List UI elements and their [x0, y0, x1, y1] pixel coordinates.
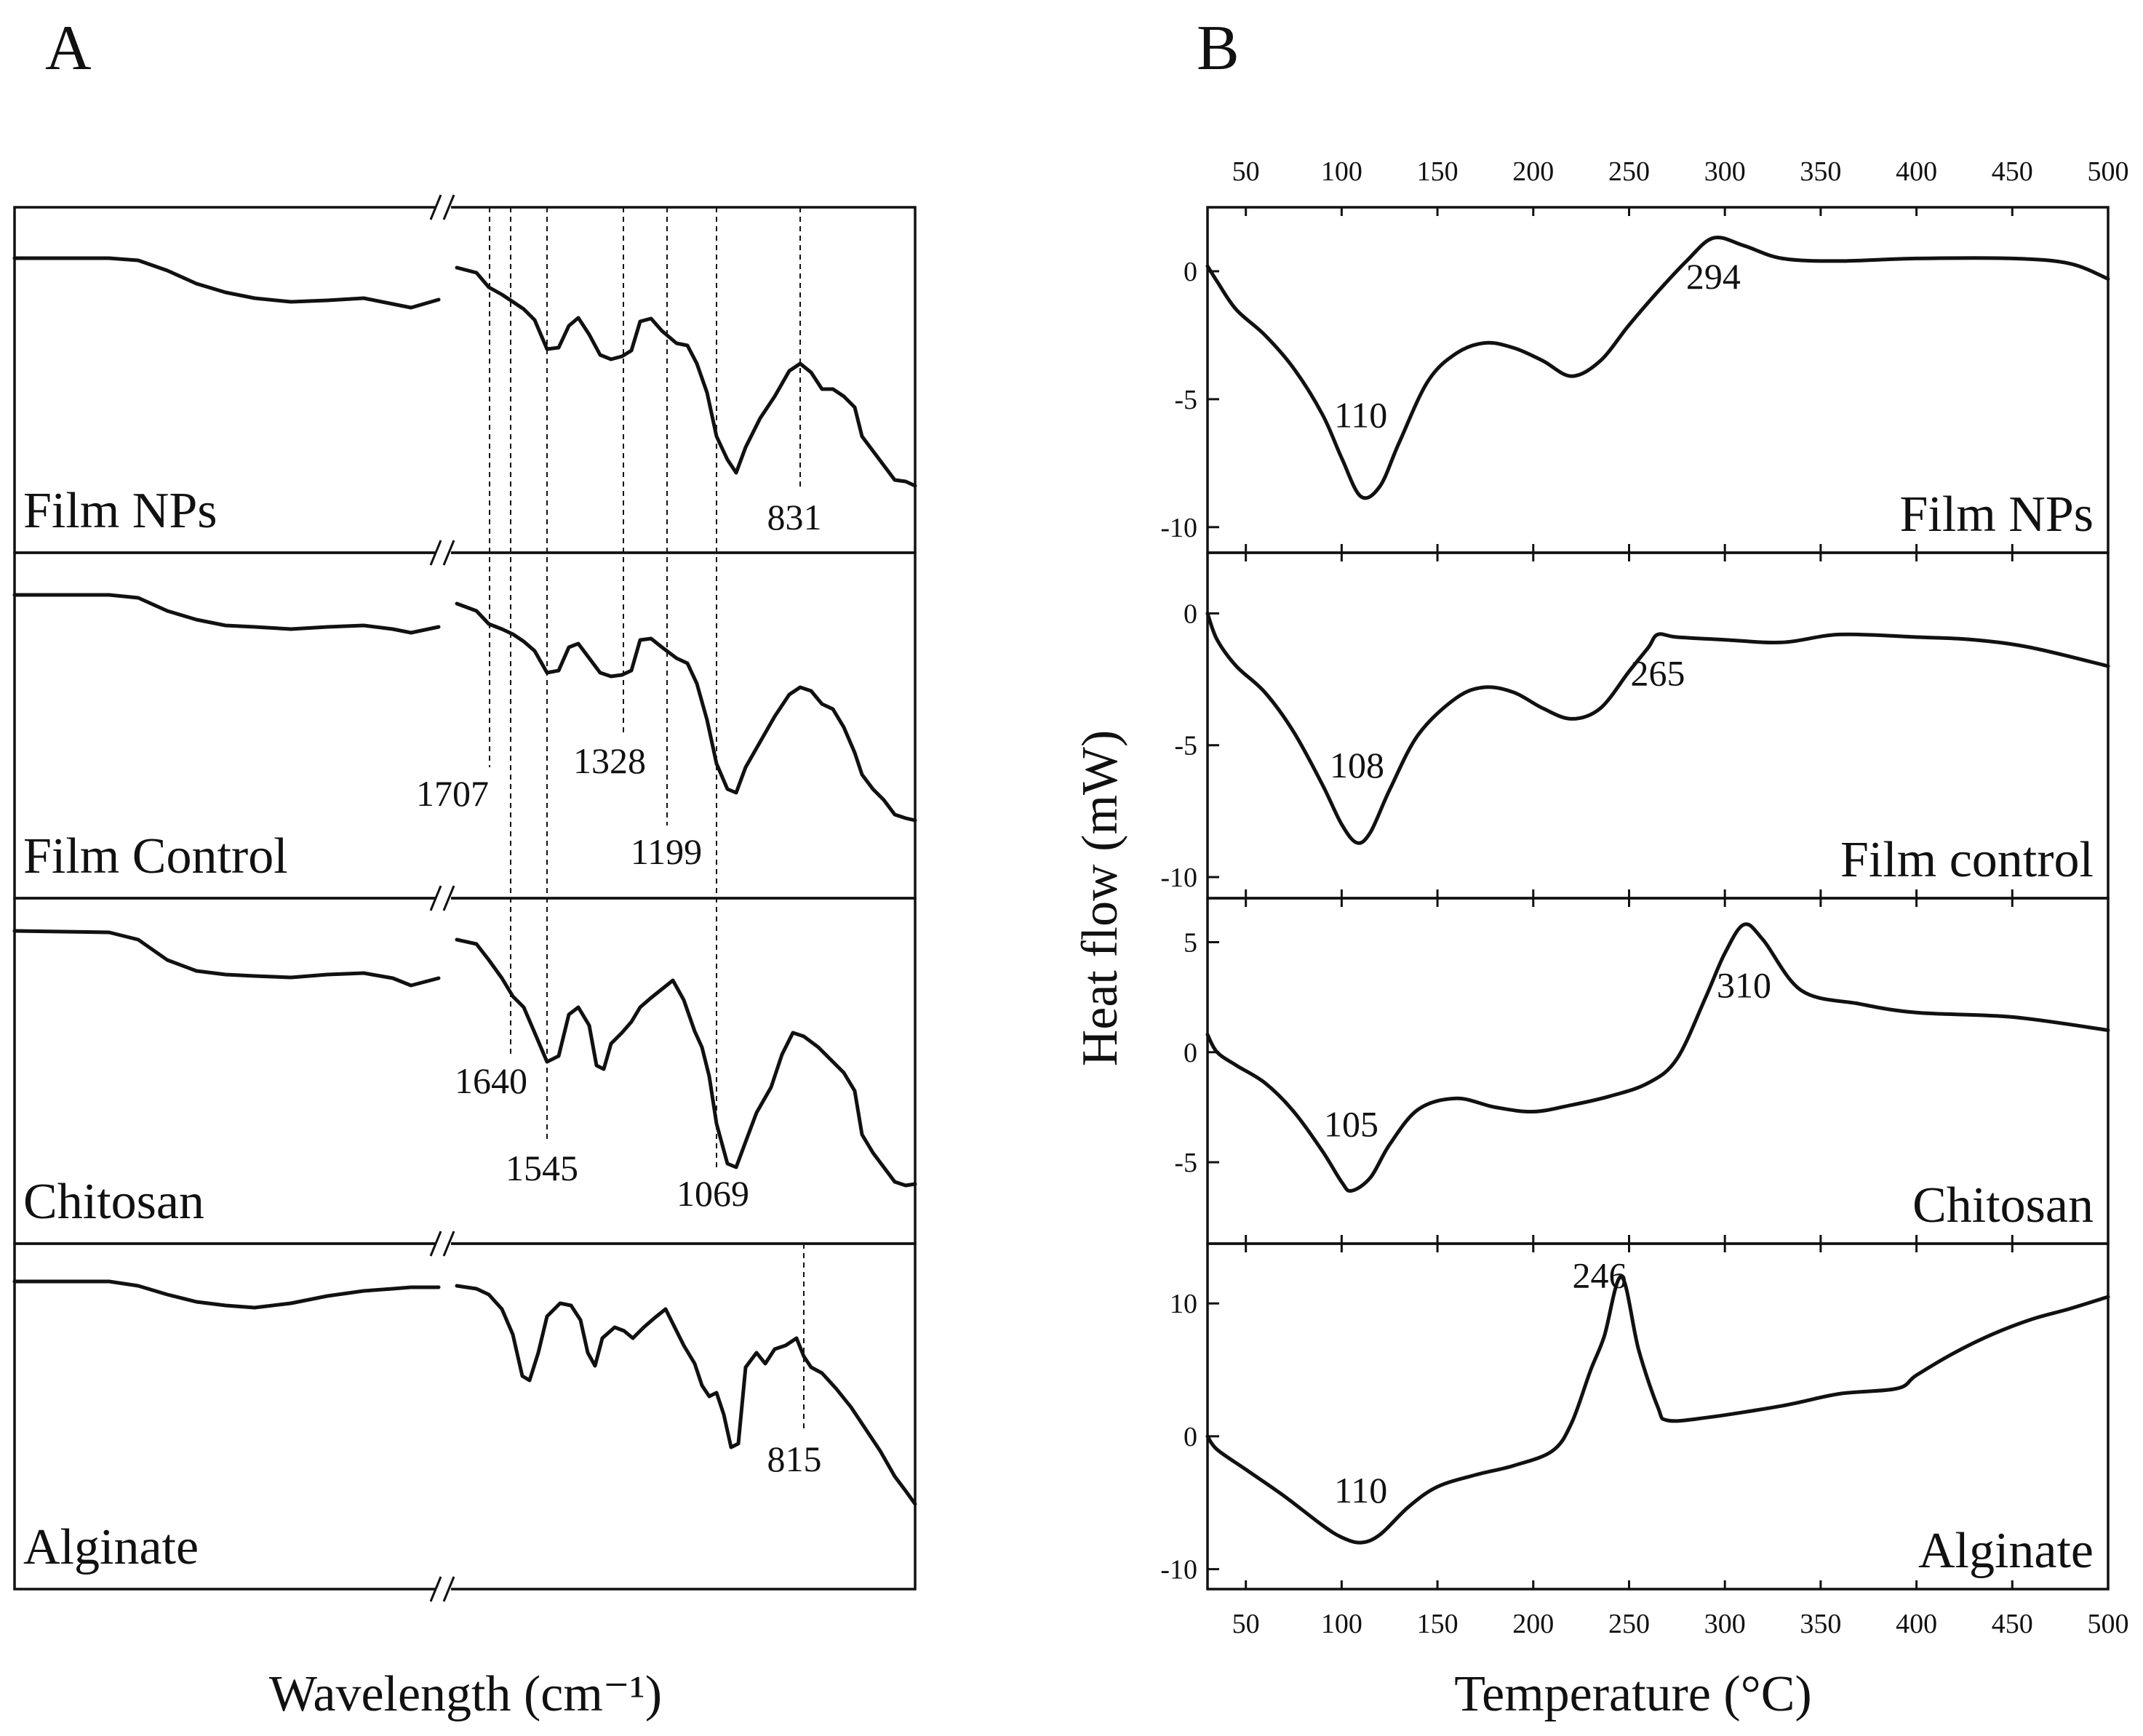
ftir-curve-chitosan: [12, 929, 917, 1188]
ftir-curve-film-control: [12, 593, 917, 823]
dsc-xtick-label-top: 400: [1896, 156, 1937, 187]
dsc-ytick-label: -10: [1160, 513, 1197, 543]
panel-a-ftir: Film NPs Film Control Chitosan Alginate …: [12, 194, 917, 1722]
dsc-peak-label: 265: [1631, 652, 1685, 693]
ftir-peak-831: 831: [767, 497, 822, 537]
ftir-peak-1545: 1545: [506, 1148, 578, 1188]
ftir-curve-alginate: [12, 1279, 917, 1506]
panel-a-letter: A: [45, 13, 92, 84]
dsc-curve-alginate: [1205, 1275, 2110, 1545]
dsc-ytick-label: -5: [1174, 1148, 1197, 1178]
ftir-x-axis-title: Wavelength (cm⁻¹): [269, 1666, 662, 1722]
dsc-xtick-label-bottom: 300: [1704, 1609, 1746, 1639]
dsc-frame-alginate: [1206, 1242, 2110, 1591]
ftir-peak-1069: 1069: [677, 1173, 749, 1214]
dsc-xtick-label-top: 250: [1608, 156, 1650, 187]
dsc-xtick-label-top: 50: [1232, 156, 1260, 187]
dsc-xtick-label-bottom: 200: [1512, 1609, 1554, 1639]
panel-b-dsc: 0-5-100-5-1050-5100-10505010010015015020…: [1072, 156, 2129, 1722]
ftir-label-alginate: Alginate: [23, 1519, 199, 1575]
dsc-ytick-label: -5: [1174, 385, 1197, 415]
dsc-ytick-label: 0: [1184, 599, 1197, 629]
ftir-peak-1328: 1328: [573, 740, 646, 781]
dsc-ytick-label: 5: [1184, 928, 1197, 959]
dsc-label-alginate: Alginate: [1918, 1523, 2094, 1579]
ftir-guide-lines: [489, 207, 805, 1429]
dsc-x-axis-title: Temperature (°C): [1454, 1666, 1811, 1722]
dsc-peak-label: 294: [1686, 256, 1741, 297]
dsc-xtick-label-bottom: 450: [1992, 1609, 2033, 1639]
dsc-xtick-label-bottom: 500: [2088, 1609, 2129, 1639]
dsc-ytick-label: 0: [1184, 1038, 1197, 1068]
dsc-label-film-control: Film control: [1840, 832, 2094, 888]
ftir-label-chitosan: Chitosan: [23, 1174, 204, 1230]
dsc-ytick-label: 0: [1184, 257, 1197, 287]
dsc-xtick-label-top: 500: [2088, 156, 2129, 187]
axis-break-marks: [429, 194, 455, 1602]
ftir-peak-1707: 1707: [416, 773, 489, 814]
dsc-peak-label: 310: [1717, 964, 1771, 1005]
dsc-peak-label: 108: [1330, 745, 1384, 785]
ftir-frame-alginate: [13, 1242, 917, 1591]
ftir-peak-815: 815: [767, 1439, 822, 1479]
dsc-curve-film-control: [1205, 611, 2110, 845]
dsc-xtick-label-bottom: 50: [1232, 1609, 1260, 1639]
ftir-curve-film-nps: [12, 256, 917, 488]
dsc-label-chitosan: Chitosan: [1912, 1177, 2094, 1233]
dsc-xtick-label-top: 300: [1704, 156, 1746, 187]
ftir-label-film-control: Film Control: [23, 828, 288, 884]
dsc-xtick-label-bottom: 350: [1800, 1609, 1841, 1639]
ftir-peak-1199: 1199: [631, 831, 702, 872]
dsc-label-film-nps: Film NPs: [1900, 487, 2094, 543]
dsc-xtick-label-top: 200: [1512, 156, 1554, 187]
dsc-xtick-label-bottom: 250: [1608, 1609, 1650, 1639]
dsc-xtick-label-top: 150: [1417, 156, 1458, 187]
dsc-xtick-label-top: 450: [1992, 156, 2033, 187]
dsc-peak-label: 110: [1334, 395, 1387, 436]
dsc-peak-label: 105: [1324, 1103, 1378, 1144]
dsc-xtick-label-top: 350: [1800, 156, 1841, 187]
dsc-curve-film-nps: [1205, 235, 2110, 500]
dsc-xtick-label-bottom: 400: [1896, 1609, 1937, 1639]
dsc-peak-label: 246: [1572, 1255, 1627, 1296]
dsc-xtick-label-top: 100: [1321, 156, 1362, 187]
dsc-curve-chitosan: [1205, 922, 2110, 1193]
ftir-label-film-nps: Film NPs: [23, 483, 218, 539]
dsc-y-axis-title: Heat flow (mW): [1072, 730, 1128, 1067]
dsc-peak-label: 110: [1334, 1470, 1387, 1511]
dsc-ytick-label: 0: [1184, 1422, 1197, 1452]
dsc-ytick-label: 10: [1170, 1289, 1197, 1319]
dsc-ytick-label: -10: [1160, 863, 1197, 893]
dsc-xtick-label-bottom: 100: [1321, 1609, 1362, 1639]
dsc-ytick-label: -10: [1160, 1555, 1197, 1585]
dsc-xtick-label-bottom: 150: [1417, 1609, 1458, 1639]
dsc-ytick-label: -5: [1174, 731, 1197, 761]
ftir-peak-1640: 1640: [455, 1060, 527, 1101]
panel-b-letter: B: [1197, 13, 1240, 84]
